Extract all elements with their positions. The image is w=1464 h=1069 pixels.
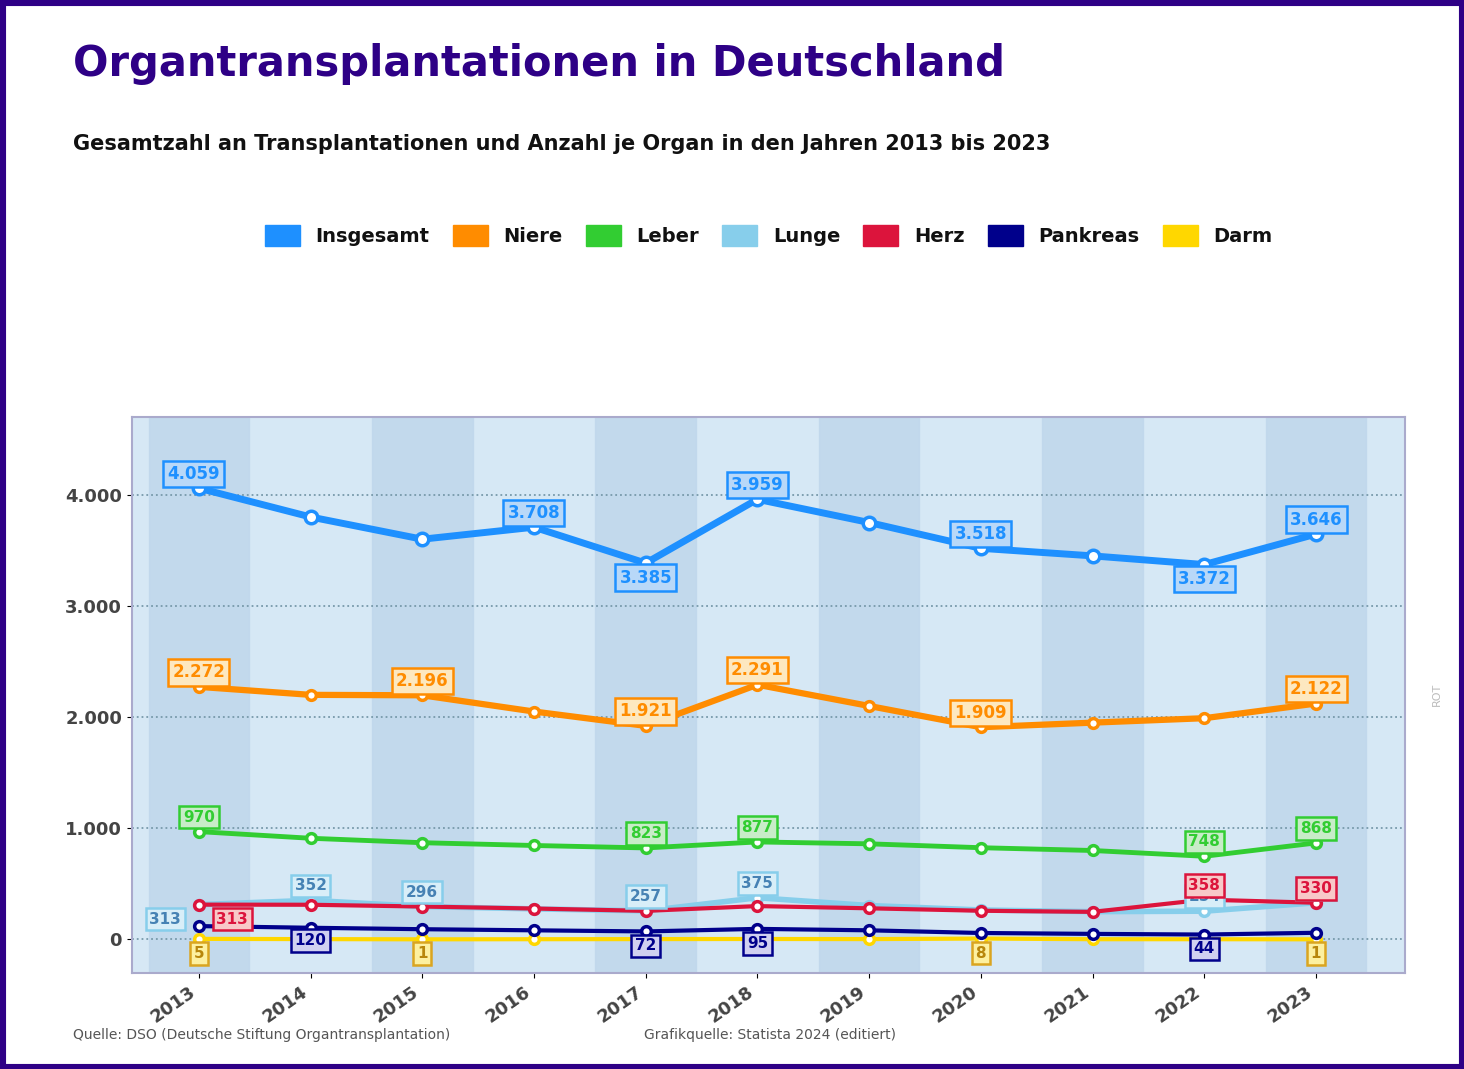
Text: 2.272: 2.272 xyxy=(173,664,225,681)
Text: 3.518: 3.518 xyxy=(955,525,1007,543)
Text: 1: 1 xyxy=(1310,946,1322,961)
Text: 257: 257 xyxy=(630,889,662,904)
Bar xyxy=(596,417,695,973)
Text: 1.909: 1.909 xyxy=(955,703,1007,722)
Text: 2.291: 2.291 xyxy=(731,662,783,679)
Text: 120: 120 xyxy=(294,933,326,948)
Text: 877: 877 xyxy=(741,820,773,835)
Text: 375: 375 xyxy=(741,876,773,890)
Bar xyxy=(372,417,473,973)
Text: 3.372: 3.372 xyxy=(1179,570,1231,588)
Text: 823: 823 xyxy=(630,826,662,841)
Text: 3.708: 3.708 xyxy=(508,503,561,522)
Text: 44: 44 xyxy=(1193,942,1215,957)
Text: ROT: ROT xyxy=(1432,683,1442,707)
Bar xyxy=(1042,417,1143,973)
Text: 358: 358 xyxy=(1189,878,1221,893)
Text: Organtransplantationen in Deutschland: Organtransplantationen in Deutschland xyxy=(73,43,1006,84)
Text: Quelle: DSO (Deutsche Stiftung Organtransplantation): Quelle: DSO (Deutsche Stiftung Organtran… xyxy=(73,1028,451,1042)
Text: 254: 254 xyxy=(1189,889,1221,904)
Legend: Insgesamt, Niere, Leber, Lunge, Herz, Pankreas, Darm: Insgesamt, Niere, Leber, Lunge, Herz, Pa… xyxy=(255,215,1282,257)
Text: 313: 313 xyxy=(149,912,182,927)
Text: 330: 330 xyxy=(1300,881,1332,896)
Text: 3.385: 3.385 xyxy=(619,569,672,587)
Bar xyxy=(1266,417,1366,973)
Text: 1: 1 xyxy=(417,946,427,961)
Text: 4.059: 4.059 xyxy=(167,465,220,483)
Text: 748: 748 xyxy=(1189,834,1221,850)
Text: 313: 313 xyxy=(217,912,249,927)
Text: 95: 95 xyxy=(747,935,769,950)
Bar xyxy=(148,417,249,973)
Text: 5: 5 xyxy=(193,946,203,961)
Text: 2.196: 2.196 xyxy=(395,671,448,690)
Text: Gesamtzahl an Transplantationen und Anzahl je Organ in den Jahren 2013 bis 2023: Gesamtzahl an Transplantationen und Anza… xyxy=(73,134,1051,154)
Bar xyxy=(818,417,919,973)
Text: 3.646: 3.646 xyxy=(1290,511,1342,529)
Text: 868: 868 xyxy=(1300,821,1332,836)
Text: 1.921: 1.921 xyxy=(619,702,672,721)
Text: 970: 970 xyxy=(183,809,215,824)
Text: 330: 330 xyxy=(1300,881,1332,896)
Text: 72: 72 xyxy=(635,939,656,954)
Text: 3.959: 3.959 xyxy=(731,476,783,494)
Text: 8: 8 xyxy=(975,945,987,961)
Text: Grafikquelle: Statista 2024 (editiert): Grafikquelle: Statista 2024 (editiert) xyxy=(644,1028,896,1042)
Text: 2.122: 2.122 xyxy=(1290,680,1342,698)
Text: 352: 352 xyxy=(294,879,326,894)
Text: 296: 296 xyxy=(406,884,438,900)
